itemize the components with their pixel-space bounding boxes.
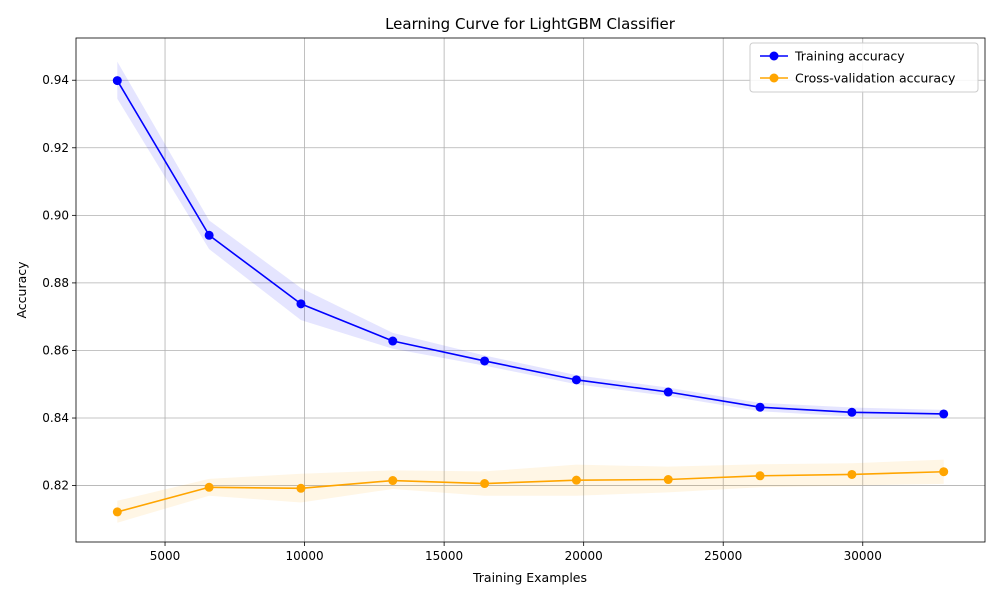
x-tick-label: 25000 (704, 549, 742, 563)
legend: Training accuracy Cross-validation accur… (749, 42, 979, 93)
point-series-0-3 (388, 336, 398, 346)
chart-title: Learning Curve for LightGBM Classifier (385, 15, 676, 33)
plot-frame (75, 37, 986, 543)
point-series-1-0 (112, 507, 122, 517)
point-series-1-8 (847, 469, 857, 479)
point-series-0-0 (112, 76, 122, 86)
y-axis-ticks: 0.82 0.84 0.86 0.88 0.90 0.92 0.94 (42, 73, 76, 493)
point-series-0-6 (663, 387, 673, 397)
point-series-0-1 (204, 230, 214, 240)
y-tick-label: 0.82 (42, 479, 69, 493)
x-tick-label: 30000 (844, 549, 882, 563)
series-lines (116, 80, 944, 513)
legend-box (749, 42, 979, 93)
band-series-0 (117, 61, 944, 419)
point-series-1-5 (571, 475, 581, 485)
point-series-0-7 (755, 402, 765, 412)
point-series-1-1 (204, 482, 214, 492)
point-series-1-9 (939, 467, 949, 477)
legend-swatch-cv-marker (769, 73, 779, 83)
y-tick-label: 0.88 (42, 276, 69, 290)
x-tick-label: 5000 (150, 549, 181, 563)
point-series-0-2 (296, 299, 306, 309)
legend-label-training: Training accuracy (794, 49, 905, 64)
y-tick-label: 0.92 (42, 141, 69, 155)
x-axis-ticks: 5000 10000 15000 20000 25000 30000 (150, 542, 882, 563)
point-series-0-8 (847, 407, 857, 417)
y-tick-label: 0.84 (42, 411, 69, 425)
y-tick-label: 0.90 (42, 208, 69, 222)
legend-swatch-training-marker (769, 51, 779, 61)
x-tick-label: 10000 (285, 549, 323, 563)
point-series-1-4 (480, 479, 490, 489)
line-series-1 (117, 470, 944, 513)
point-series-1-6 (663, 475, 673, 485)
confidence-bands (117, 61, 944, 523)
y-axis-title: Accuracy (14, 261, 29, 319)
x-tick-label: 15000 (425, 549, 463, 563)
line-series-0 (116, 80, 944, 415)
x-axis-title: Training Examples (472, 570, 587, 585)
point-series-1-7 (755, 471, 765, 481)
y-tick-label: 0.86 (42, 343, 69, 357)
point-series-0-9 (939, 409, 949, 419)
y-tick-label: 0.94 (42, 73, 69, 87)
point-series-1-3 (388, 476, 398, 486)
x-tick-label: 20000 (565, 549, 603, 563)
point-series-0-4 (480, 356, 490, 366)
point-series-0-5 (571, 375, 581, 385)
band-series-1 (117, 459, 944, 523)
series-points (112, 76, 949, 517)
legend-label-cv: Cross-validation accuracy (795, 71, 956, 86)
point-series-1-2 (296, 483, 306, 493)
